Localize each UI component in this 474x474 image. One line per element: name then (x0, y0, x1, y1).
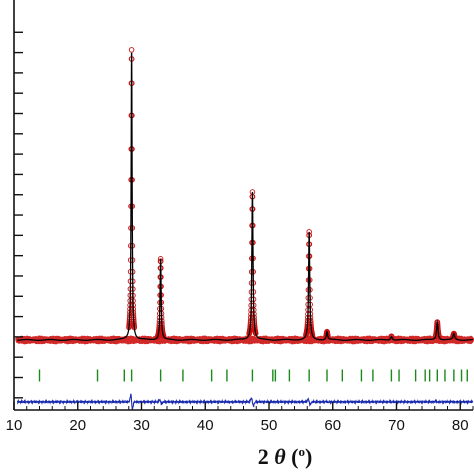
x-tick-label: 80 (452, 417, 469, 434)
calculated-curve-layer (17, 52, 473, 341)
tick-labels-layer: 10 20 30 40 50 60 70 80 (6, 417, 469, 434)
observed-point (128, 47, 135, 53)
observed-point (389, 334, 395, 340)
x-tick-label: 40 (197, 417, 214, 434)
observed-point (160, 333, 167, 339)
x-tick-label: 30 (133, 417, 150, 434)
x-tick-label: 70 (388, 417, 405, 434)
axes-layer (13, 0, 474, 411)
x-tick-label: 60 (324, 417, 341, 434)
x-tick-label: 20 (69, 417, 86, 434)
x-axis-title: 2 θ (o) (258, 444, 313, 469)
difference-curve-layer (16, 393, 474, 411)
calculated-curve (17, 52, 473, 341)
observed-points-layer (15, 47, 474, 345)
difference-curve (16, 393, 474, 411)
x-tick-label: 10 (6, 417, 23, 434)
bragg-ticks-layer (38, 369, 468, 382)
x-tick-label: 50 (261, 417, 278, 434)
